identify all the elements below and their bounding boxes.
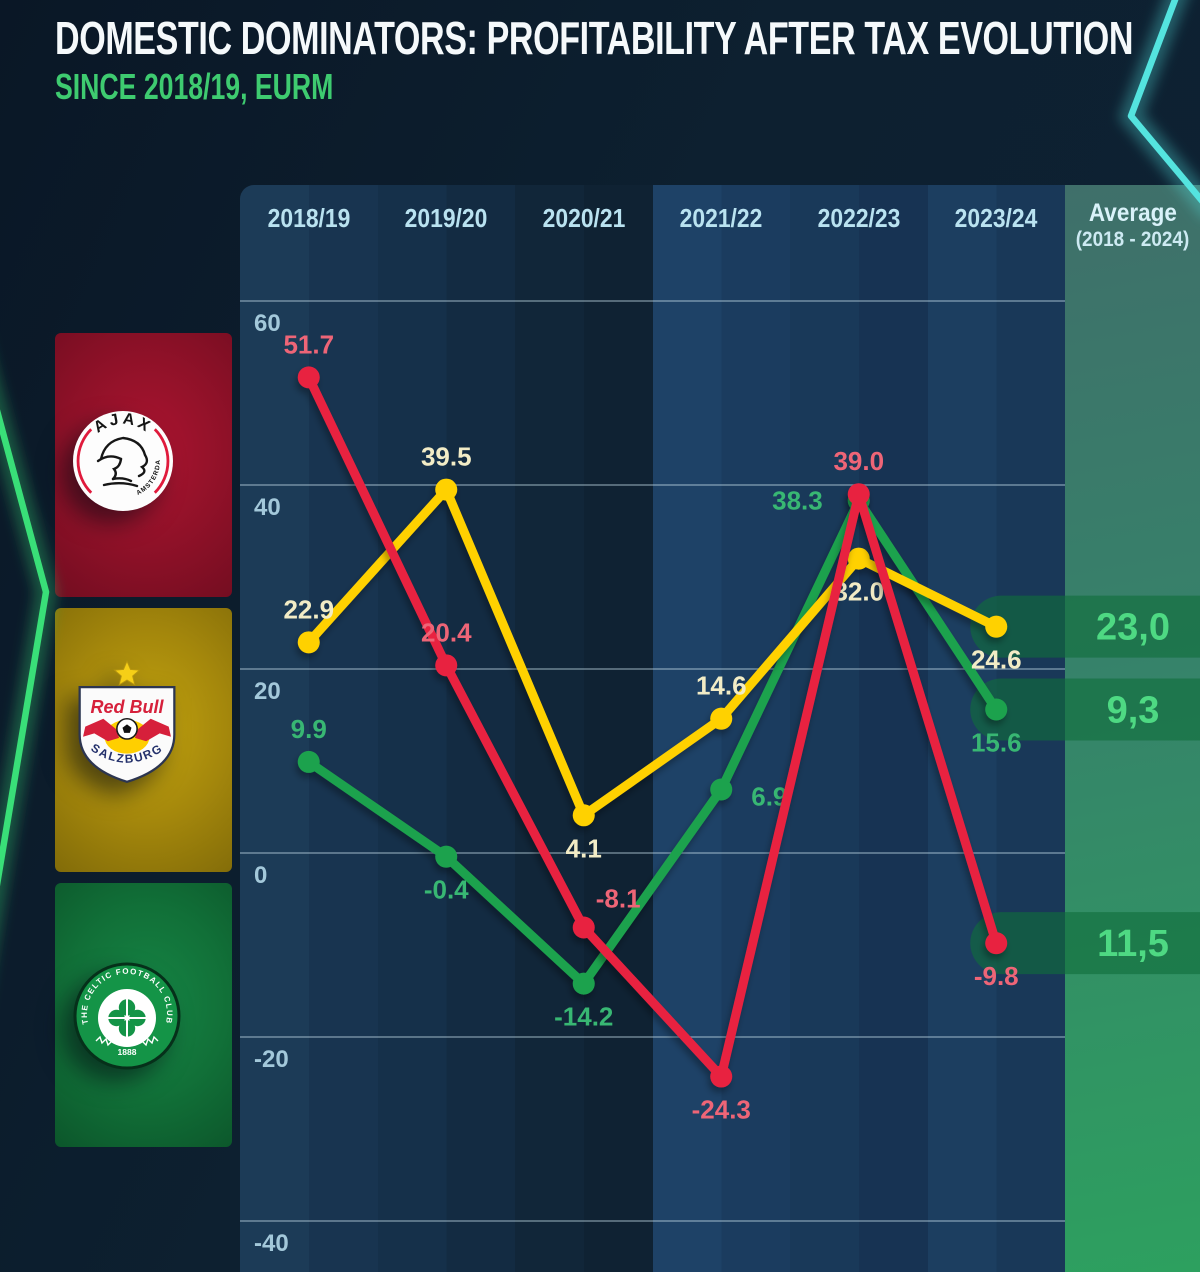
ajax-head-art (96, 436, 149, 488)
neon-star-left-icon (0, 379, 58, 934)
y-tick-label: 0 (254, 862, 267, 889)
data-point-label: 24.6 (971, 645, 1022, 675)
season-header-label: 2019/20 (404, 203, 488, 233)
average-pill (970, 912, 1200, 975)
series-celtic (297, 489, 1008, 995)
laurel-icon (95, 1035, 159, 1047)
club-band-ajax: AJAX AMSTERDAM (55, 333, 232, 597)
data-point-label: 9.9 (291, 714, 327, 744)
data-point (847, 483, 870, 506)
series-line (304, 496, 1001, 989)
season-header-label: 2020/21 (542, 203, 626, 233)
data-point-label: -9.8 (974, 961, 1019, 991)
celtic-crest-icon: THE CELTIC FOOTBALL CLUB 1888 (73, 962, 181, 1070)
data-point (985, 698, 1008, 721)
data-point (985, 932, 1008, 955)
y-tick-label: -20 (254, 1046, 289, 1073)
data-point (297, 750, 320, 773)
bull-right-icon (134, 718, 171, 742)
salzburg-wordmark: Red Bull (90, 697, 164, 717)
y-tick-label: 20 (254, 678, 281, 705)
data-point (572, 804, 595, 827)
season-column (377, 185, 515, 1272)
average-header-line2: (2018 - 2024) (1075, 227, 1190, 251)
season-header: 2020/21 (515, 203, 653, 234)
data-point (710, 778, 733, 801)
season-header: 2018/19 (240, 203, 378, 234)
season-header-label: 2022/23 (817, 203, 901, 233)
chart-panel: Average (2018 - 2024) 2018/19 2019/20 2020… (240, 185, 1200, 1272)
season-header-label: 2021/22 (679, 203, 763, 233)
data-point-label: -0.4 (424, 875, 469, 905)
data-point-label: 4.1 (566, 833, 602, 863)
data-point-label: 39.0 (833, 446, 884, 476)
data-point (297, 631, 320, 654)
data-point-label: 38.3 (772, 486, 823, 516)
data-point (985, 615, 1008, 638)
season-header: 2023/24 (928, 203, 1066, 234)
data-point-label: 14.6 (696, 671, 747, 701)
season-column (240, 185, 378, 1272)
page-subtitle: SINCE 2018/19, EURM (55, 66, 334, 108)
y-tick-label: 60 (254, 310, 281, 337)
star-icon (113, 660, 141, 686)
season-header: 2019/20 (378, 203, 516, 234)
season-header: 2022/23 (790, 203, 928, 234)
data-point-label: 20.4 (421, 617, 472, 647)
average-value: 23,0 (1096, 607, 1170, 649)
data-point-label: -24.3 (692, 1095, 751, 1125)
header: DOMESTIC DOMINATORS: PROFITABILITY AFTER… (55, 14, 1200, 106)
celtic-year: 1888 (118, 1047, 137, 1057)
series-line (304, 372, 1001, 1082)
average-pill (970, 595, 1200, 658)
y-tick-label: -40 (254, 1230, 289, 1257)
average-pill (970, 678, 1200, 741)
data-point-label: -14.2 (554, 1002, 613, 1032)
club-band-celtic: THE CELTIC FOOTBALL CLUB 1888 (55, 883, 232, 1147)
season-header-label: 2023/24 (954, 203, 1038, 233)
data-point-label: 51.7 (283, 329, 334, 359)
season-header: 2021/22 (653, 203, 791, 234)
data-point (435, 845, 458, 868)
data-point-label: 15.6 (971, 727, 1022, 757)
season-column (515, 185, 653, 1272)
data-point (847, 547, 870, 570)
series-line (304, 485, 1001, 820)
series-ajax (297, 366, 1008, 1088)
data-point-label: 22.9 (283, 594, 334, 624)
bull-left-icon (83, 718, 120, 742)
series-red-bull-salzburg (297, 478, 1008, 827)
data-point (435, 478, 458, 501)
data-point (572, 916, 595, 939)
data-point (297, 366, 320, 389)
data-point (710, 707, 733, 730)
salzburg-crest-icon: Red Bull SALZBURG (78, 660, 176, 784)
data-point (710, 1065, 733, 1088)
season-header-label: 2018/19 (267, 203, 351, 233)
club-band-salzburg: Red Bull SALZBURG (55, 608, 232, 872)
page-title: DOMESTIC DOMINATORS: PROFITABILITY AFTER… (55, 12, 1134, 64)
data-point-label: -8.1 (596, 884, 641, 914)
average-value: 11,5 (1097, 923, 1169, 965)
average-value: 9,3 (1107, 689, 1160, 731)
y-tick-label: 40 (254, 494, 281, 521)
ajax-crest-icon: AJAX AMSTERDAM (71, 409, 173, 511)
line-chart: 6040200-20-409.9-0.4-14.26.938.315.622.9… (240, 300, 1200, 1257)
season-column (790, 185, 928, 1272)
data-point-label: 39.5 (421, 442, 472, 472)
data-point (572, 972, 595, 995)
data-point (435, 654, 458, 677)
